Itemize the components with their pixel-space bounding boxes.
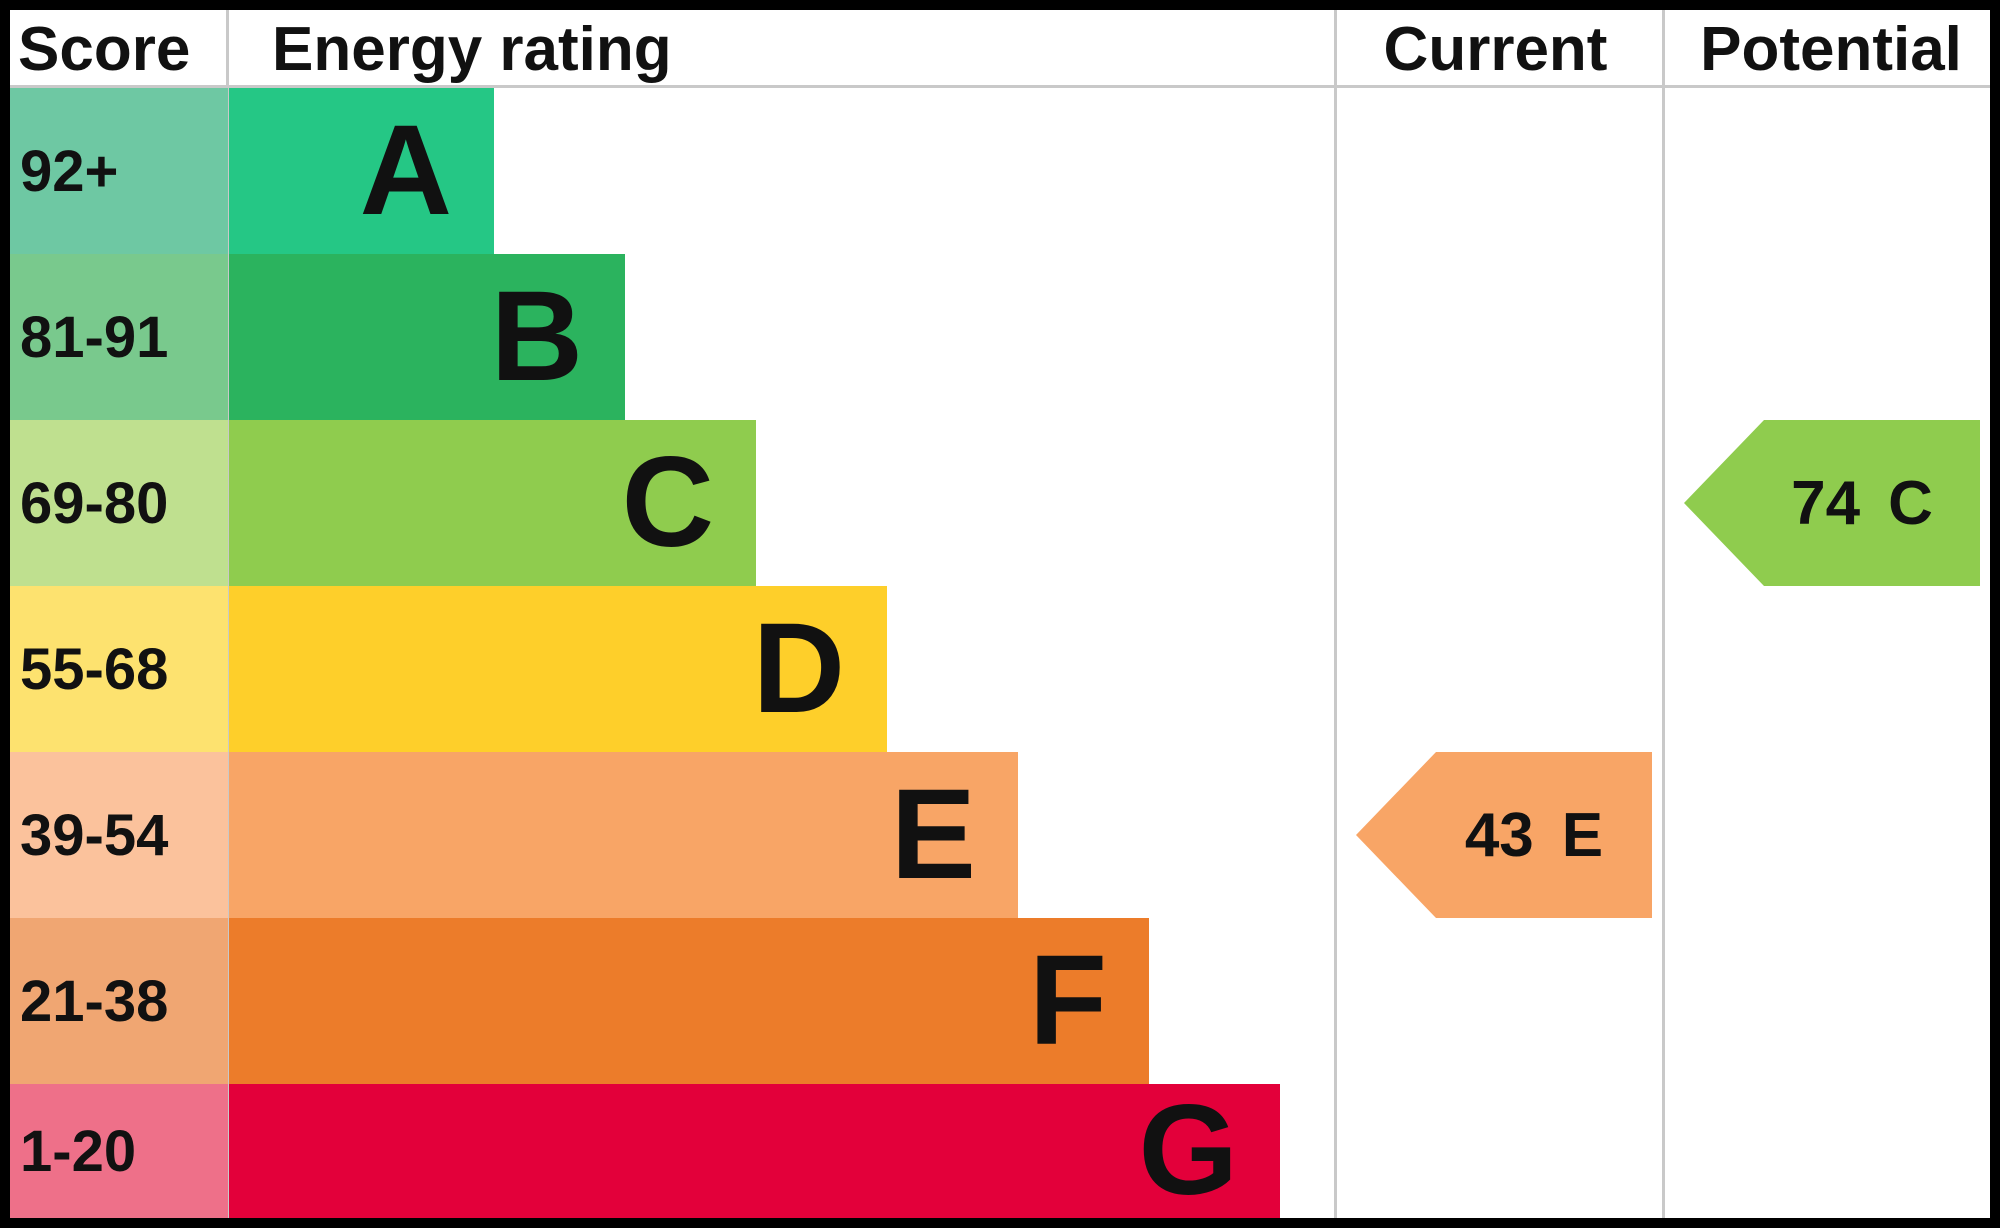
current-rating-arrow: 43 E: [1356, 752, 1652, 918]
potential-band: C: [1888, 468, 1933, 538]
band-letter-f: F: [1028, 929, 1107, 1072]
score-header: Score: [18, 14, 191, 84]
band-letter-e: E: [890, 763, 976, 906]
current-column-divider: [1334, 10, 1337, 1218]
score-range-f: 21-38: [10, 918, 228, 1084]
score-range-g: 1-20: [10, 1084, 228, 1218]
score-range-d: 55-68: [10, 586, 228, 752]
band-letter-b: B: [490, 265, 583, 408]
potential-column-divider: [1662, 10, 1665, 1218]
potential-score: 74: [1791, 468, 1861, 538]
current-band: E: [1561, 800, 1604, 870]
band-letter-d: D: [752, 597, 845, 740]
band-letter-g: G: [1138, 1079, 1238, 1222]
current-score: 43: [1464, 800, 1534, 870]
current-header: Current: [1383, 14, 1608, 84]
potential-header: Potential: [1700, 14, 1962, 84]
score-range-b: 81-91: [10, 254, 228, 420]
current-arrow-shape: [1356, 752, 1652, 918]
rating-band-c: C: [229, 420, 756, 586]
rating-band-a: A: [229, 88, 494, 254]
rating-band-f: F: [229, 918, 1149, 1084]
band-letter-c: C: [621, 431, 714, 574]
potential-arrow-fill: [1684, 420, 1980, 586]
rating-band-d: D: [229, 586, 887, 752]
header-divider: [10, 85, 1990, 88]
score-range-e: 39-54: [10, 752, 228, 918]
band-letter-a: A: [359, 99, 452, 242]
potential-arrow-shape: [1684, 420, 1980, 586]
rating-band-g: G: [229, 1084, 1280, 1218]
energy-rating-header: Energy rating: [272, 14, 672, 84]
rating-band-b: B: [229, 254, 625, 420]
score-range-a: 92+: [10, 88, 228, 254]
potential-rating-arrow: 74 C: [1684, 420, 1980, 586]
rating-band-e: E: [229, 752, 1018, 918]
current-arrow-fill: [1356, 752, 1652, 918]
score-range-c: 69-80: [10, 420, 228, 586]
